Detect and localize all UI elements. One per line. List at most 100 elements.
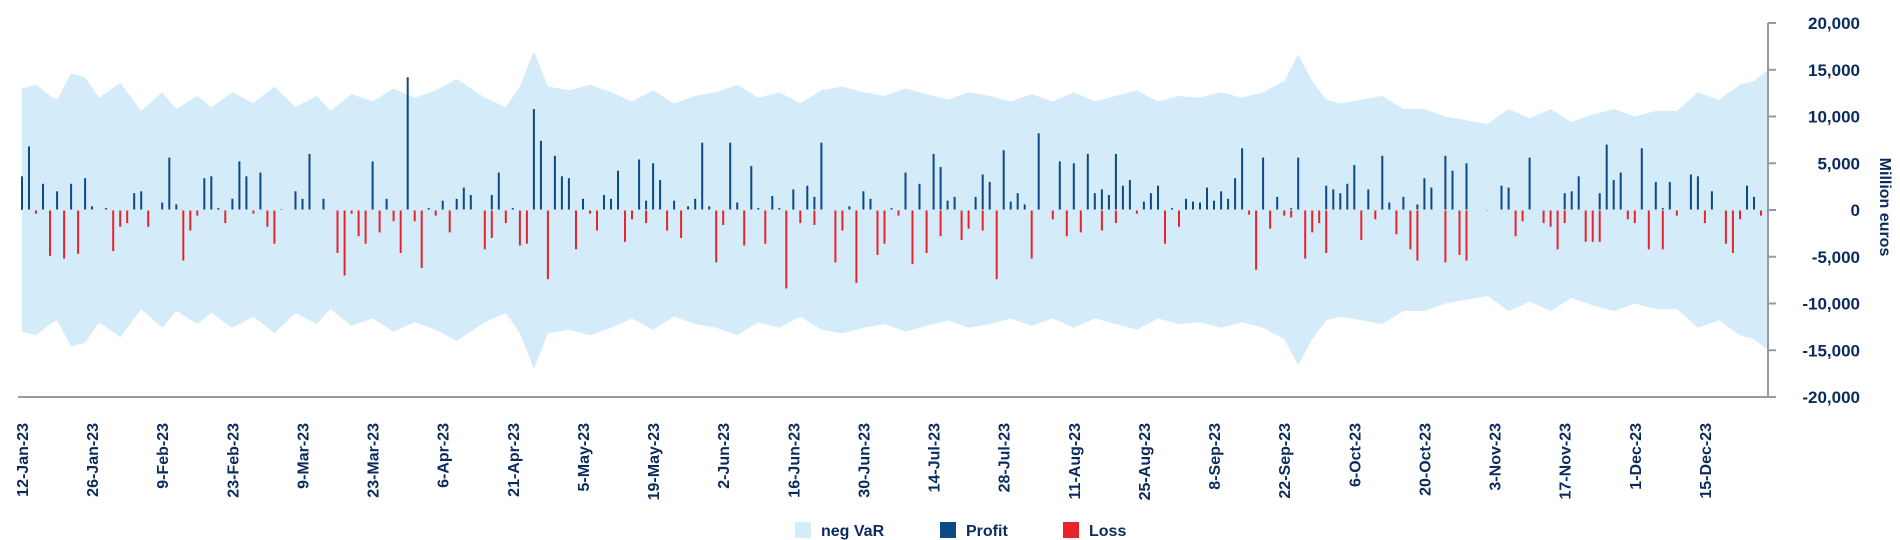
profit-bar [778, 208, 781, 210]
x-tick-label: 21-Apr-23 [506, 423, 523, 497]
loss-bar [490, 210, 493, 238]
legend: neg VaR Profit Loss [795, 522, 1126, 540]
x-tick-label: 11-Aug-23 [1067, 423, 1084, 500]
profit-bar [1668, 181, 1671, 210]
loss-bar [1135, 210, 1138, 214]
profit-bar [210, 176, 213, 210]
profit-bar [1451, 170, 1454, 210]
loss-bar [189, 210, 192, 231]
profit-bar [729, 142, 732, 210]
loss-bar [631, 210, 633, 220]
loss-bar [1584, 210, 1587, 242]
profit-bar [1058, 161, 1061, 210]
loss-bar [224, 210, 227, 224]
loss-bar [420, 210, 423, 268]
loss-bar [518, 210, 521, 246]
profit-bar [168, 157, 171, 210]
profit-bar [301, 198, 304, 210]
x-tick-label: 6-Apr-23 [436, 423, 453, 488]
loss-bar [504, 210, 507, 224]
loss-bar [1703, 210, 1706, 224]
y-axis-title: Million euros [1876, 158, 1893, 257]
loss-bar [1647, 210, 1650, 250]
loss-bar [1514, 210, 1517, 237]
profit-bar [1507, 187, 1510, 210]
profit-bar [1367, 189, 1370, 210]
profit-bar [1577, 176, 1580, 210]
profit-bar [771, 196, 774, 210]
profit-bar [792, 189, 795, 210]
loss-bar [1283, 210, 1286, 216]
profit-bar [1157, 185, 1159, 210]
profit-bar [1661, 208, 1664, 210]
loss-bar [546, 210, 549, 280]
loss-bar [1079, 210, 1082, 233]
loss-bar [743, 210, 746, 246]
profit-bar [1598, 193, 1601, 210]
loss-bar [1556, 210, 1559, 250]
profit-bar [1149, 193, 1152, 210]
loss-bar [799, 210, 802, 224]
profit-bar [21, 176, 23, 210]
loss-bar [1255, 210, 1258, 270]
loss-bar [1675, 210, 1678, 216]
x-tick-label: 9-Mar-23 [296, 423, 313, 489]
x-tick-label: 5-May-23 [576, 423, 593, 492]
profit-bar [1206, 187, 1208, 210]
loss-bar [1360, 210, 1363, 240]
profit-bar [1100, 189, 1103, 210]
loss-bar [399, 210, 402, 253]
loss-bar [1269, 210, 1272, 229]
x-tick-label: 2-Jun-23 [716, 423, 733, 489]
profit-bar [1093, 193, 1096, 210]
loss-bar [813, 210, 816, 225]
loss-bar [1521, 210, 1524, 222]
profit-bar [932, 153, 935, 210]
loss-bar [855, 210, 858, 283]
profit-bar [1654, 181, 1657, 210]
x-axis-ticks: 12-Jan-23 26-Jan-23 9-Feb-23 23-Feb-23 9-Mar… [15, 423, 1715, 500]
profit-bar [1290, 208, 1293, 210]
x-tick-label: 23-Mar-23 [366, 423, 383, 498]
loss-bar [1724, 210, 1727, 244]
loss-bar [1325, 210, 1328, 253]
profit-bar [560, 176, 563, 210]
profit-bar [441, 200, 444, 210]
loss-bar [1739, 210, 1741, 220]
loss-bar [252, 210, 255, 214]
profit-bar [91, 206, 94, 210]
y-tick-label: -10,000 [1802, 295, 1860, 314]
loss-bar [350, 210, 353, 214]
profit-bar [981, 174, 984, 210]
loss-bar [1178, 210, 1180, 227]
profit-bar [1121, 185, 1124, 210]
profit-bar [1570, 191, 1573, 210]
profit-bar [1753, 196, 1755, 210]
profit-bar [904, 172, 907, 210]
loss-bar [715, 210, 718, 263]
x-tick-label: 25-Aug-23 [1137, 423, 1154, 500]
loss-bar [343, 210, 346, 276]
loss-bar [1248, 210, 1251, 215]
loss-bar [722, 210, 725, 225]
profit-bar [1128, 180, 1131, 210]
loss-bar [995, 210, 998, 280]
x-tick-label: 19-May-23 [646, 423, 663, 500]
profit-bar [1023, 204, 1026, 210]
profit-bar [1114, 153, 1117, 210]
loss-bar [939, 210, 942, 237]
loss-bar [1290, 210, 1293, 218]
y-axis-ticks: 20,000 15,000 10,000 5,000 0 -5,000 -10,000 -15… [1768, 14, 1860, 407]
loss-bar [336, 210, 339, 253]
loss-bar [63, 210, 66, 259]
profit-bar [1142, 201, 1145, 210]
loss-bar [1549, 210, 1552, 227]
profit-bar [1297, 157, 1300, 210]
profit-bar [659, 180, 662, 210]
profit-bar [988, 181, 991, 210]
loss-bar [448, 210, 451, 233]
profit-bar [1528, 157, 1531, 210]
profit-bar [70, 183, 73, 210]
loss-bar [273, 210, 276, 244]
